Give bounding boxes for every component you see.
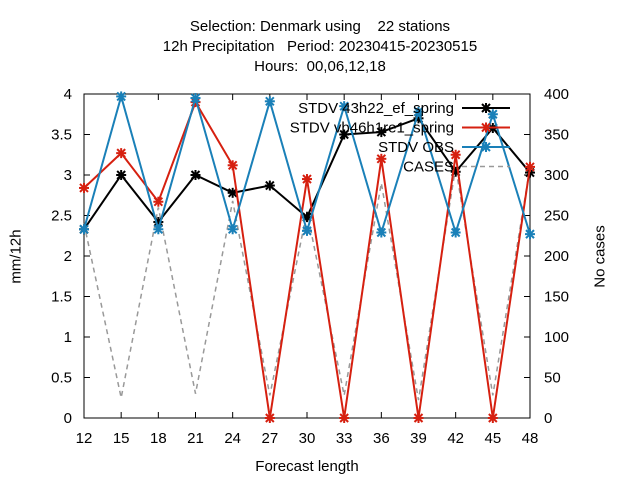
series-line [83, 166, 531, 401]
y-tick-label: 3.5 [51, 127, 72, 144]
y-axis-label: mm/12h [7, 229, 25, 284]
series-line [83, 99, 531, 419]
y-tick-label: 0 [64, 410, 72, 427]
x-tick-label: 45 [484, 430, 501, 447]
series-layer [79, 91, 535, 423]
y2-tick-label: 300 [544, 167, 569, 184]
legend-label: STDV OBS [378, 139, 454, 156]
x-tick-label: 18 [150, 430, 167, 447]
series-1 [79, 97, 535, 423]
y2-tick-label: 100 [544, 329, 569, 346]
y-tick-label: 3 [64, 167, 72, 184]
series-0 [79, 113, 535, 235]
y2-tick-label: 150 [544, 289, 569, 306]
plot-border [83, 93, 531, 419]
x-tick-label: 12 [76, 430, 93, 447]
legend-label: STDV vb46h1re1_spring [290, 120, 454, 137]
series-2 [79, 91, 535, 240]
x-tick-label: 15 [113, 430, 130, 447]
chart-title-line-3: Hours: 00,06,12,18 [254, 58, 386, 75]
y2-tick-label: 250 [544, 208, 569, 225]
x-tick-label: 42 [447, 430, 464, 447]
legend: STDV 43h22_ef_spring STDV vb46h1re1_sprin… [290, 100, 510, 176]
chart-title-line-1: Selection: Denmark using 22 stations [189, 18, 451, 35]
y-tick-label: 2.5 [51, 208, 72, 225]
chart-title-line-2: 12h Precipitation Period: 20230415-20230… [162, 38, 478, 55]
y2-tick-label: 350 [544, 127, 569, 144]
y2-tick-label: 400 [544, 86, 569, 103]
y2-tick-label: 50 [544, 370, 561, 387]
y-tick-label: 2 [64, 248, 72, 265]
legend-label: STDV 43h22_ef_spring [298, 100, 454, 117]
x-tick-label: 36 [373, 430, 390, 447]
y-tick-label: 1.5 [51, 289, 72, 306]
y-tick-label: 1 [64, 329, 72, 346]
x-axis-label: Forecast length [255, 458, 359, 475]
y-tick-label: 4 [64, 86, 72, 103]
x-tick-label: 27 [261, 430, 278, 447]
x-tick-label: 33 [336, 430, 353, 447]
x-tick-label: 21 [187, 430, 204, 447]
plot-frame [83, 93, 531, 419]
x-tick-label: 48 [522, 430, 539, 447]
x-tick-label: 39 [410, 430, 427, 447]
legend-label: CASES [403, 159, 454, 176]
axis-ticks: 12 15 18 21 24 27 30 33 36 39 42 45 48 0 0.5 1 1.5 2 2.5 3 3… [51, 86, 569, 447]
y-tick-label: 0.5 [51, 370, 72, 387]
y2-tick-label: 200 [544, 248, 569, 265]
series-3 [83, 166, 531, 401]
x-tick-label: 24 [224, 430, 241, 447]
y2-tick-label: 0 [544, 410, 552, 427]
x-tick-label: 30 [299, 430, 316, 447]
y2-axis-label: No cases [591, 225, 609, 288]
